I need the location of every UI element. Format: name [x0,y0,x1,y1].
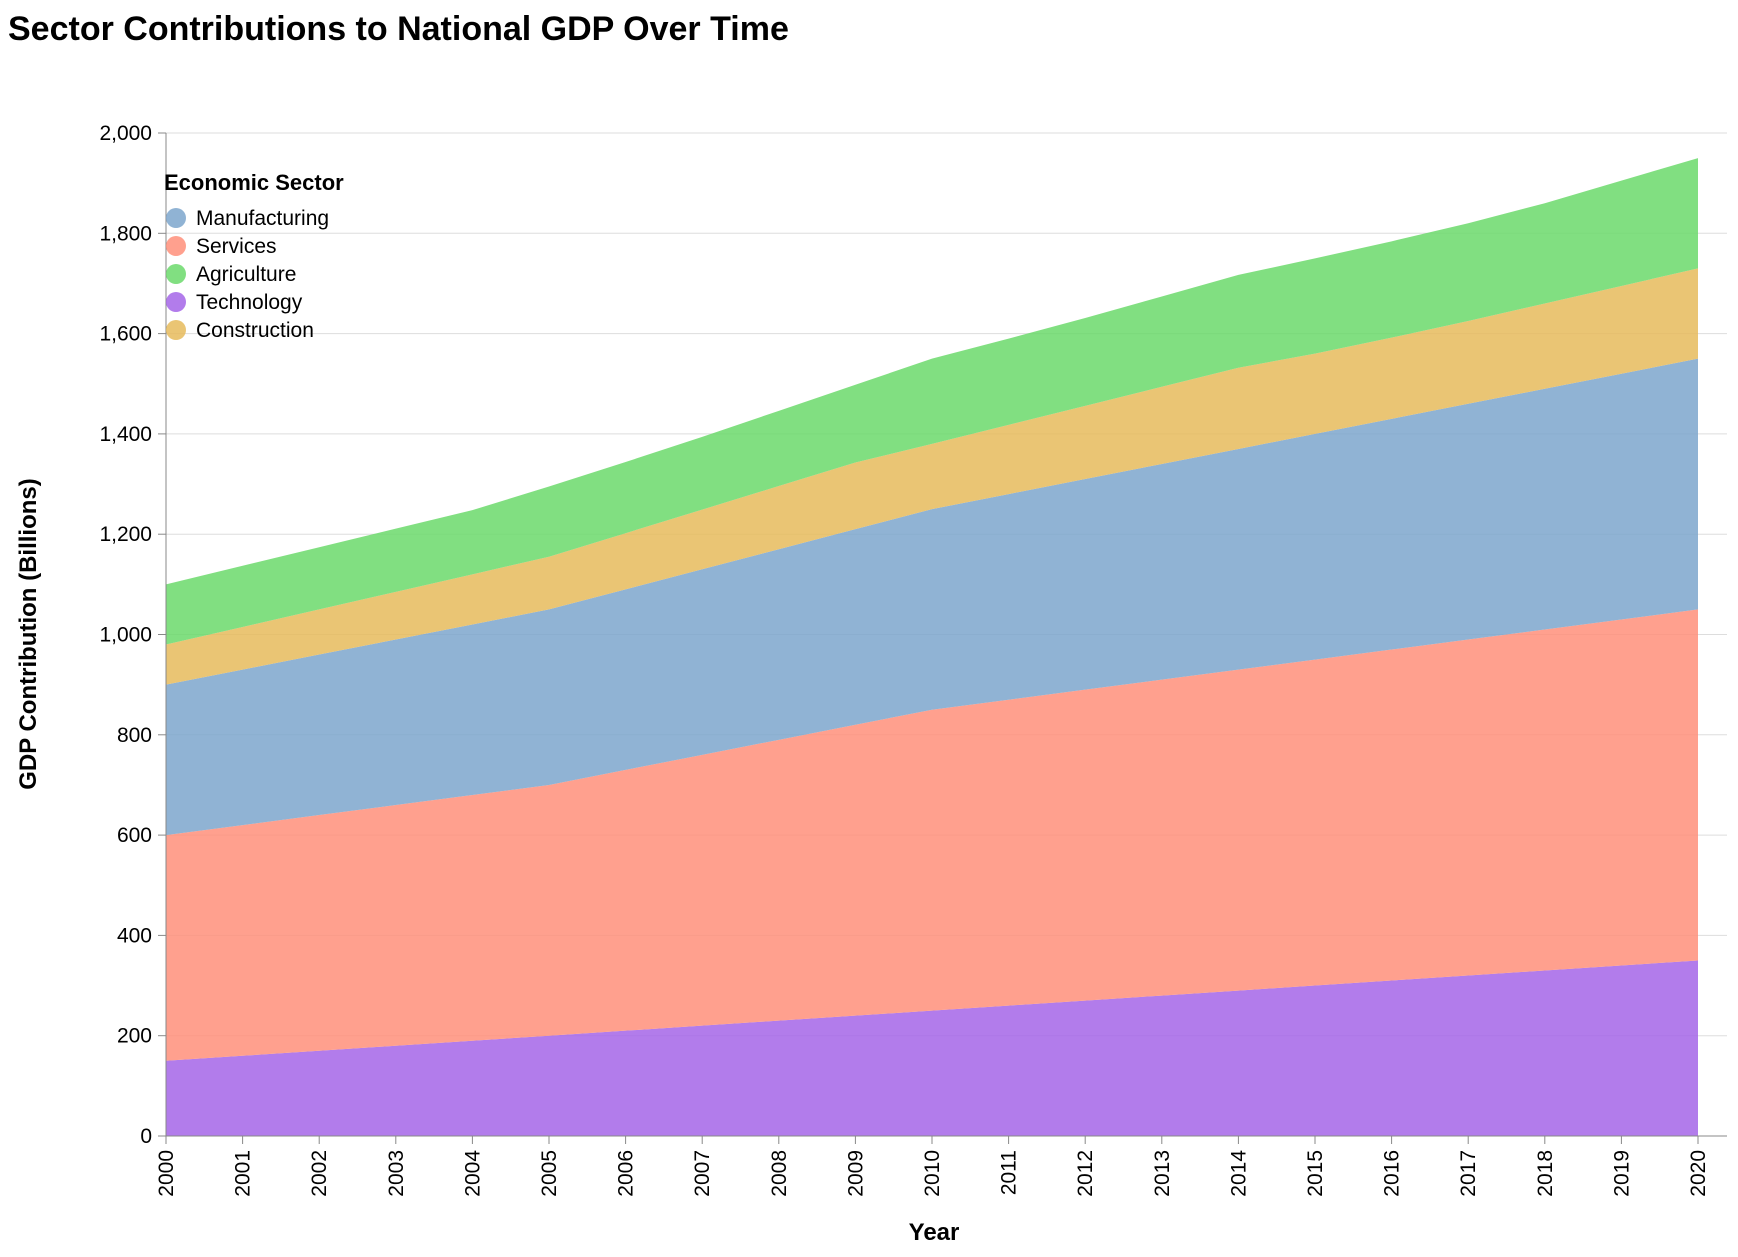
y-tick-label: 2,000 [99,122,152,145]
x-tick-label: 2008 [768,1150,791,1197]
y-tick-label: 800 [117,724,152,747]
area-agriculture [166,158,1698,645]
x-tick-label: 2007 [691,1150,714,1197]
legend-label-services: Services [196,235,277,258]
legend-swatch-technology [166,292,186,312]
x-tick-label: 2017 [1457,1150,1480,1197]
y-axis-title: GDP Contribution (Billions) [15,478,42,790]
legend-swatch-manufacturing [166,208,186,228]
y-tick-label: 400 [117,924,152,947]
area-services [166,609,1698,1061]
y-tick-label: 200 [117,1025,152,1048]
x-tick-label: 2003 [385,1150,408,1197]
y-tick-label: 0 [140,1125,152,1148]
x-tick-label: 2000 [155,1150,178,1197]
axes: 0 200 400 600 800 1,000 1,200 1,400 1,600 1,800 2,… [99,122,1727,1197]
legend-label-manufacturing: Manufacturing [196,207,329,230]
x-tick-label: 2019 [1610,1150,1633,1197]
x-tick-label: 2005 [538,1150,561,1197]
x-tick-label: 2012 [1074,1150,1097,1197]
x-tick-label: 2018 [1534,1150,1557,1197]
x-tick-label: 2004 [461,1150,484,1197]
chart-title: Sector Contributions to National GDP Ove… [8,10,789,48]
legend-label-technology: Technology [196,291,303,314]
x-tick-label: 2001 [232,1150,255,1197]
legend-label-construction: Construction [196,319,314,342]
x-tick-label: 2011 [998,1150,1021,1195]
y-tick-label: 1,800 [99,222,152,245]
legend-title: Economic Sector [164,170,344,195]
legend: Economic Sector Manufacturing Services Agr… [164,170,344,342]
x-tick-label: 2002 [308,1150,331,1197]
legend-label-agriculture: Agriculture [196,263,296,286]
area-manufacturing [166,358,1698,836]
legend-swatch-services [166,236,186,256]
area-construction [166,268,1698,685]
y-tick-label: 1,600 [99,323,152,346]
x-tick-label: 2020 [1687,1150,1710,1197]
x-tick-label: 2009 [844,1150,867,1197]
x-tick-label: 2014 [1227,1150,1250,1197]
y-tick-label: 1,200 [99,523,152,546]
y-tick-label: 1,400 [99,423,152,446]
x-tick-label: 2013 [1151,1150,1174,1197]
x-tick-label: 2016 [1381,1150,1404,1197]
area-series [166,158,1698,1136]
y-tick-label: 1,000 [99,624,152,647]
legend-swatch-agriculture [166,264,186,284]
x-tick-label: 2006 [615,1150,638,1197]
x-tick-label: 2015 [1304,1150,1327,1197]
legend-swatch-construction [166,320,186,340]
x-axis-title: Year [909,1219,960,1246]
x-tick-label: 2010 [921,1150,944,1197]
y-tick-label: 600 [117,824,152,847]
area-technology [166,960,1698,1136]
